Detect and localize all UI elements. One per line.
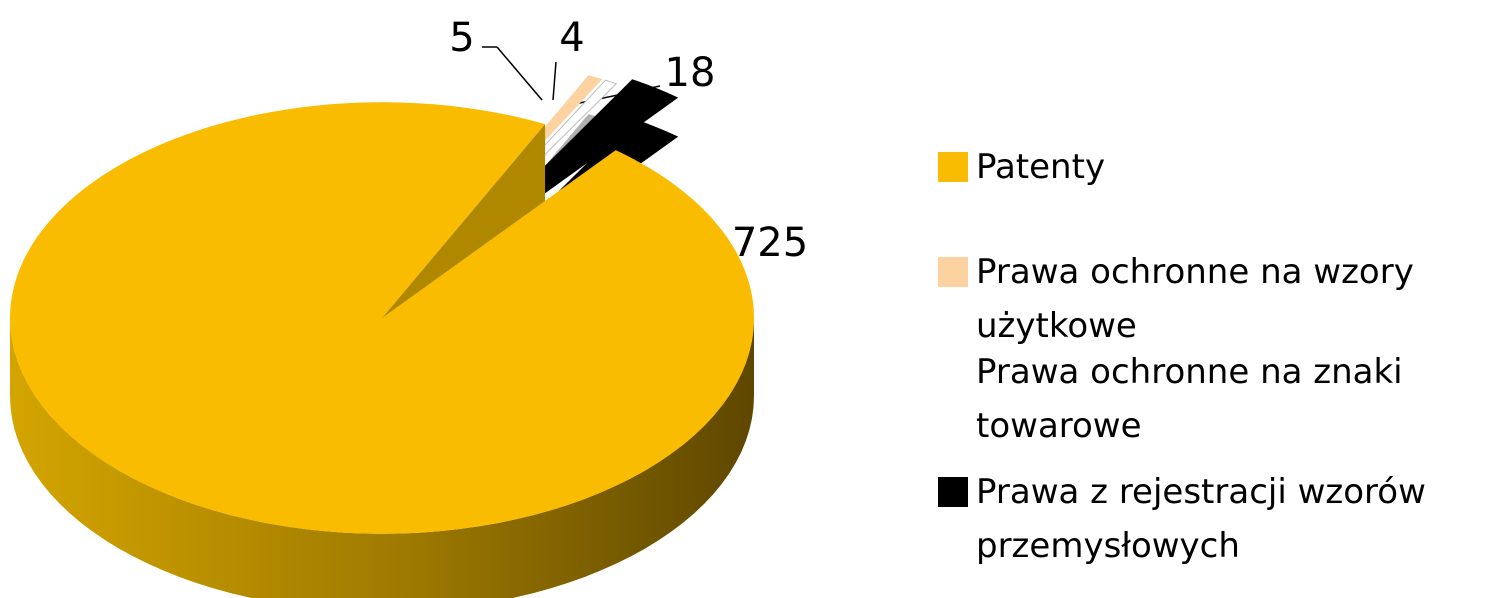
pie-plot: 725 5 4 18 [9, 15, 808, 598]
data-label: 18 [665, 50, 716, 96]
legend-swatch [938, 152, 968, 182]
data-label: 725 [732, 220, 808, 266]
legend-swatch [938, 257, 968, 287]
legend-label: Prawa ochronne na znaki towarowe [976, 352, 1403, 446]
legend-item: Prawa z rejestracji wzorów przemysłowych [938, 465, 1486, 573]
legend-swatch [938, 477, 968, 507]
data-label: 4 [559, 15, 584, 61]
legend-label: Prawa ochronne na wzory użytkowe [976, 252, 1414, 346]
legend-label: Prawa z rejestracji wzorów przemysłowych [976, 472, 1426, 566]
pie-slice-side [10, 318, 754, 598]
data-label: 5 [449, 15, 474, 61]
pie-slice [9, 102, 754, 534]
leader-line [496, 46, 543, 101]
leader-line [552, 61, 557, 101]
legend-item: Prawa ochronne na wzory użytkowe [938, 245, 1486, 353]
legend-label: Patenty [976, 147, 1106, 187]
legend-item: Prawa ochronne na znaki towarowe [938, 345, 1486, 453]
legend-swatch [938, 357, 968, 387]
legend-item: Patenty [938, 140, 1486, 194]
